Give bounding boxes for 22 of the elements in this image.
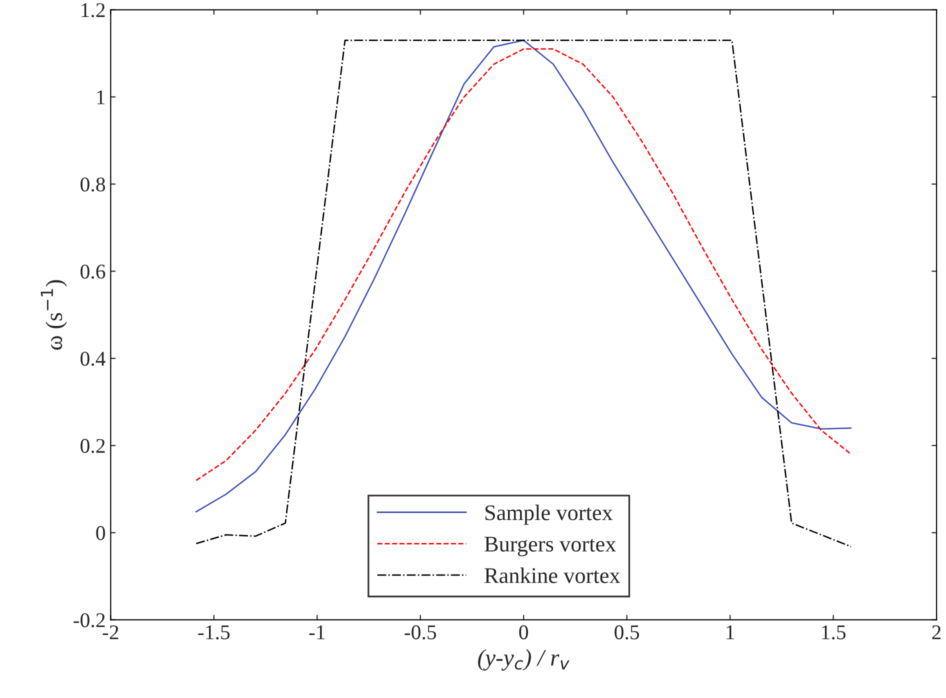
y-tick-label: 0.2 [80, 438, 105, 454]
x-tick-label: -2 [102, 625, 118, 640]
x-tick-label: -1.5 [198, 625, 230, 640]
y-tick-label: 0.8 [80, 177, 106, 192]
legend-label: Rankine vortex [484, 567, 620, 584]
legend-label: Sample vortex [485, 504, 613, 525]
legend-label: Burgers vortex [484, 536, 616, 556]
y-tick-label: 0.4 [80, 352, 106, 366]
y-tick-label: -0.2 [74, 613, 105, 628]
x-tick-label: 1.5 [822, 625, 846, 640]
x-tick-label: 0 [519, 625, 528, 640]
y-tick-label: 0 [96, 526, 106, 540]
y-axis-title: ω (s$^{−1}$) [40, 280, 67, 350]
x-tick-label: -0.5 [404, 625, 436, 640]
y-tick-label: 1 [97, 90, 105, 104]
x-axis-title: (y-y$_{c}$) / r$_{v}$ [478, 649, 570, 671]
x-tick-label: -1 [309, 625, 325, 640]
x-tick-label: 2 [932, 625, 941, 640]
x-tick-label: 1 [726, 625, 734, 640]
y-tick-label: 1.2 [82, 3, 105, 18]
y-tick-label: 0.6 [80, 264, 106, 279]
x-tick-label: 0.5 [614, 625, 640, 640]
